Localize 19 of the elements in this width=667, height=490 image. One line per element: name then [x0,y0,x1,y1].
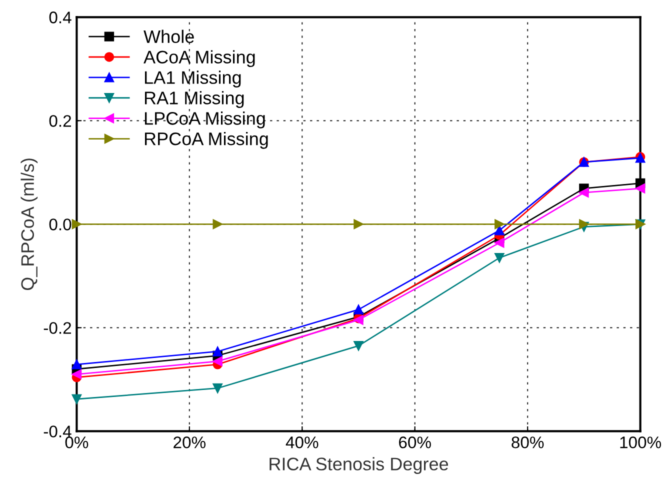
y-tick-label: 0.0 [49,218,72,230]
legend-label: RPCoA Missing [144,132,268,149]
y-tick-label: -0.2 [44,322,72,334]
legend-label: ACoA Missing [144,50,255,68]
x-tick-label: 80% [512,436,544,448]
y-tick-label: -0.4 [44,426,72,438]
y-axis-title: Q_RPCoA (ml/s) [20,158,38,290]
legend-label: LPCoA Missing [144,112,265,128]
x-tick-label: 20% [174,436,206,448]
y-tick-label: 0.2 [49,115,72,127]
legend-label: Whole [144,30,194,44]
x-tick-label: 0% [65,436,88,448]
legend-label: LA1 Missing [144,70,241,88]
legend-label: RA1 Missing [144,91,244,108]
x-axis-title: RICA Stenosis Degree [270,457,448,474]
y-tick-label: 0.4 [49,12,72,24]
x-tick-label: 60% [399,436,431,448]
x-tick-label: 100% [620,436,662,448]
x-tick-label: 40% [286,436,318,448]
